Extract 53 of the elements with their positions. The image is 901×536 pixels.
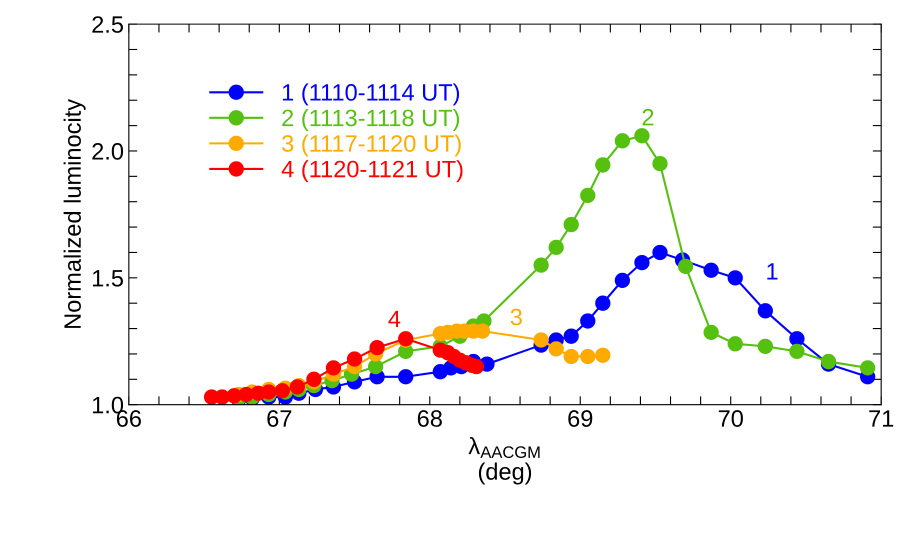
point — [580, 188, 596, 204]
point — [326, 360, 342, 376]
point — [533, 332, 549, 348]
point — [728, 336, 743, 352]
point — [652, 244, 668, 260]
x-axis-title: λ$_{AACGM}$ (deg) — [468, 436, 540, 485]
y-tick-label: 2.5 — [92, 16, 123, 33]
point — [758, 338, 773, 354]
point — [758, 303, 773, 318]
point — [580, 348, 596, 364]
point — [634, 254, 650, 270]
point — [564, 348, 579, 364]
point — [580, 313, 596, 329]
annotation: 2 — [642, 108, 654, 126]
x-tick-label: 69 — [568, 410, 592, 427]
point — [614, 133, 630, 148]
x-tick-label: 71 — [869, 410, 894, 427]
legend-label: 1 (1110-1114 UT) — [282, 83, 460, 106]
annotation: 3 — [510, 308, 522, 326]
point — [398, 369, 414, 384]
point — [704, 324, 719, 340]
y-tick-label: 1.5 — [92, 270, 123, 287]
y-tick-label: 2.0 — [92, 143, 124, 160]
legend-label: 4 (1120-1121 UT) — [282, 160, 463, 182]
x-tick-label: 70 — [718, 410, 743, 427]
legend-label: 3 (1117-1120 UT) — [282, 134, 461, 157]
point — [614, 272, 630, 288]
point — [789, 344, 805, 360]
point — [728, 270, 743, 286]
point — [548, 341, 564, 357]
point — [368, 358, 384, 374]
point — [548, 240, 564, 256]
y-axis-title: Normalized luminocity — [64, 98, 86, 328]
point — [678, 258, 694, 274]
annotation: 4 — [388, 310, 400, 328]
point — [595, 296, 610, 311]
point — [704, 262, 719, 278]
point — [652, 156, 668, 172]
point — [595, 348, 610, 363]
point — [564, 216, 579, 232]
point — [346, 351, 362, 367]
point — [226, 388, 242, 404]
point — [634, 128, 650, 144]
point — [860, 360, 876, 376]
legend-label: 2 (1113-1118 UT) — [282, 108, 460, 131]
annotation: 1 — [767, 263, 778, 280]
point — [369, 340, 385, 356]
x-tick-label: 67 — [267, 410, 292, 427]
point — [533, 258, 549, 273]
point — [595, 157, 610, 173]
x-tick-label: 68 — [418, 410, 442, 427]
point — [564, 328, 579, 344]
point — [789, 331, 805, 346]
